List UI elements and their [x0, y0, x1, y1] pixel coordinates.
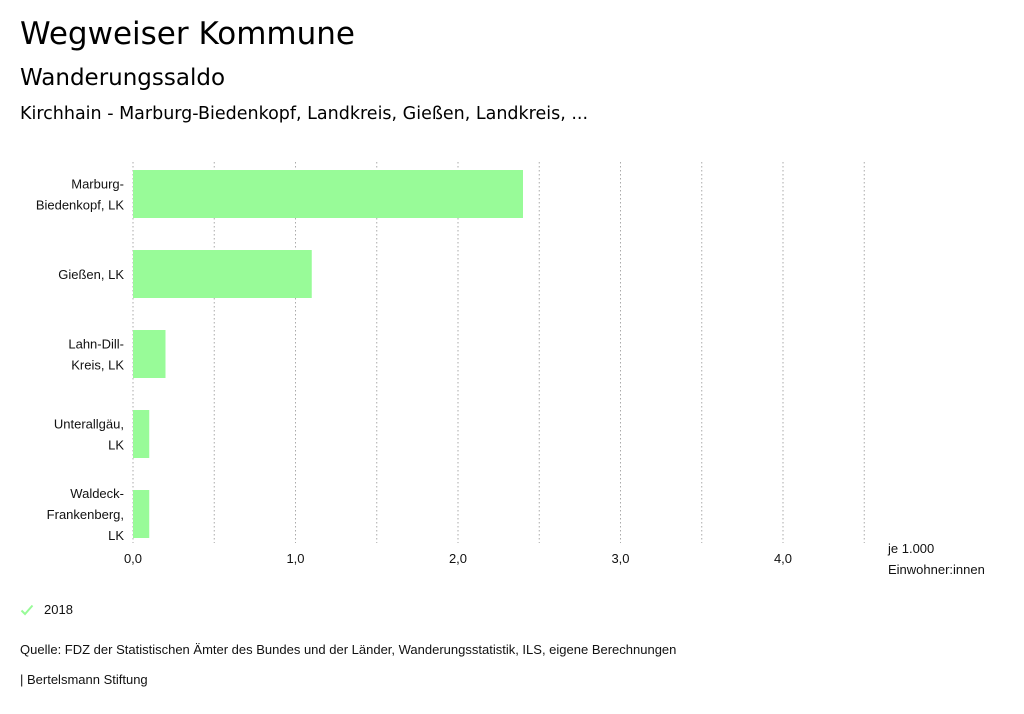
x-tick-label: 4,0: [774, 551, 792, 566]
bar-3[interactable]: [133, 410, 150, 458]
category-label: Waldeck-: [70, 486, 124, 501]
x-tick-label: 2,0: [449, 551, 467, 566]
bar-1[interactable]: [133, 250, 312, 298]
category-label: LK: [108, 528, 124, 543]
category-label: Marburg-: [71, 177, 124, 192]
chart-context: Kirchhain - Marburg-Biedenkopf, Landkrei…: [20, 104, 589, 124]
category-label: Frankenberg,: [47, 507, 124, 522]
legend-label: 2018: [44, 602, 73, 617]
category-label: Kreis, LK: [71, 358, 124, 373]
bar-4[interactable]: [133, 490, 150, 538]
category-label: Biedenkopf, LK: [36, 198, 125, 213]
x-axis-unit-line-2: Einwohner:innen: [888, 562, 985, 577]
category-label: Gießen, LK: [58, 267, 124, 282]
source-note: Quelle: FDZ der Statistischen Ämter des …: [20, 642, 677, 657]
x-axis-unit: je 1.000 Einwohner:innen: [888, 538, 985, 580]
credit-note: | Bertelsmann Stiftung: [20, 672, 148, 687]
chart-subtitle: Wanderungssaldo: [20, 65, 226, 91]
check-icon: [20, 604, 34, 615]
x-axis-unit-line-1: je 1.000: [888, 541, 935, 556]
x-tick-label: 1,0: [286, 551, 304, 566]
category-label: Unterallgäu,: [54, 417, 124, 432]
x-tick-label: 0,0: [124, 551, 142, 566]
bar-2[interactable]: [133, 330, 166, 378]
page-title: Wegweiser Kommune: [20, 16, 355, 52]
x-tick-label: 3,0: [611, 551, 629, 566]
category-label: Lahn-Dill-: [68, 337, 124, 352]
bar-chart: Marburg- Biedenkopf, LK Gießen, LK Lahn-Dil…: [36, 162, 865, 566]
category-label: LK: [108, 438, 124, 453]
bar-0[interactable]: [133, 170, 523, 218]
legend-item-2018[interactable]: 2018: [20, 602, 73, 617]
